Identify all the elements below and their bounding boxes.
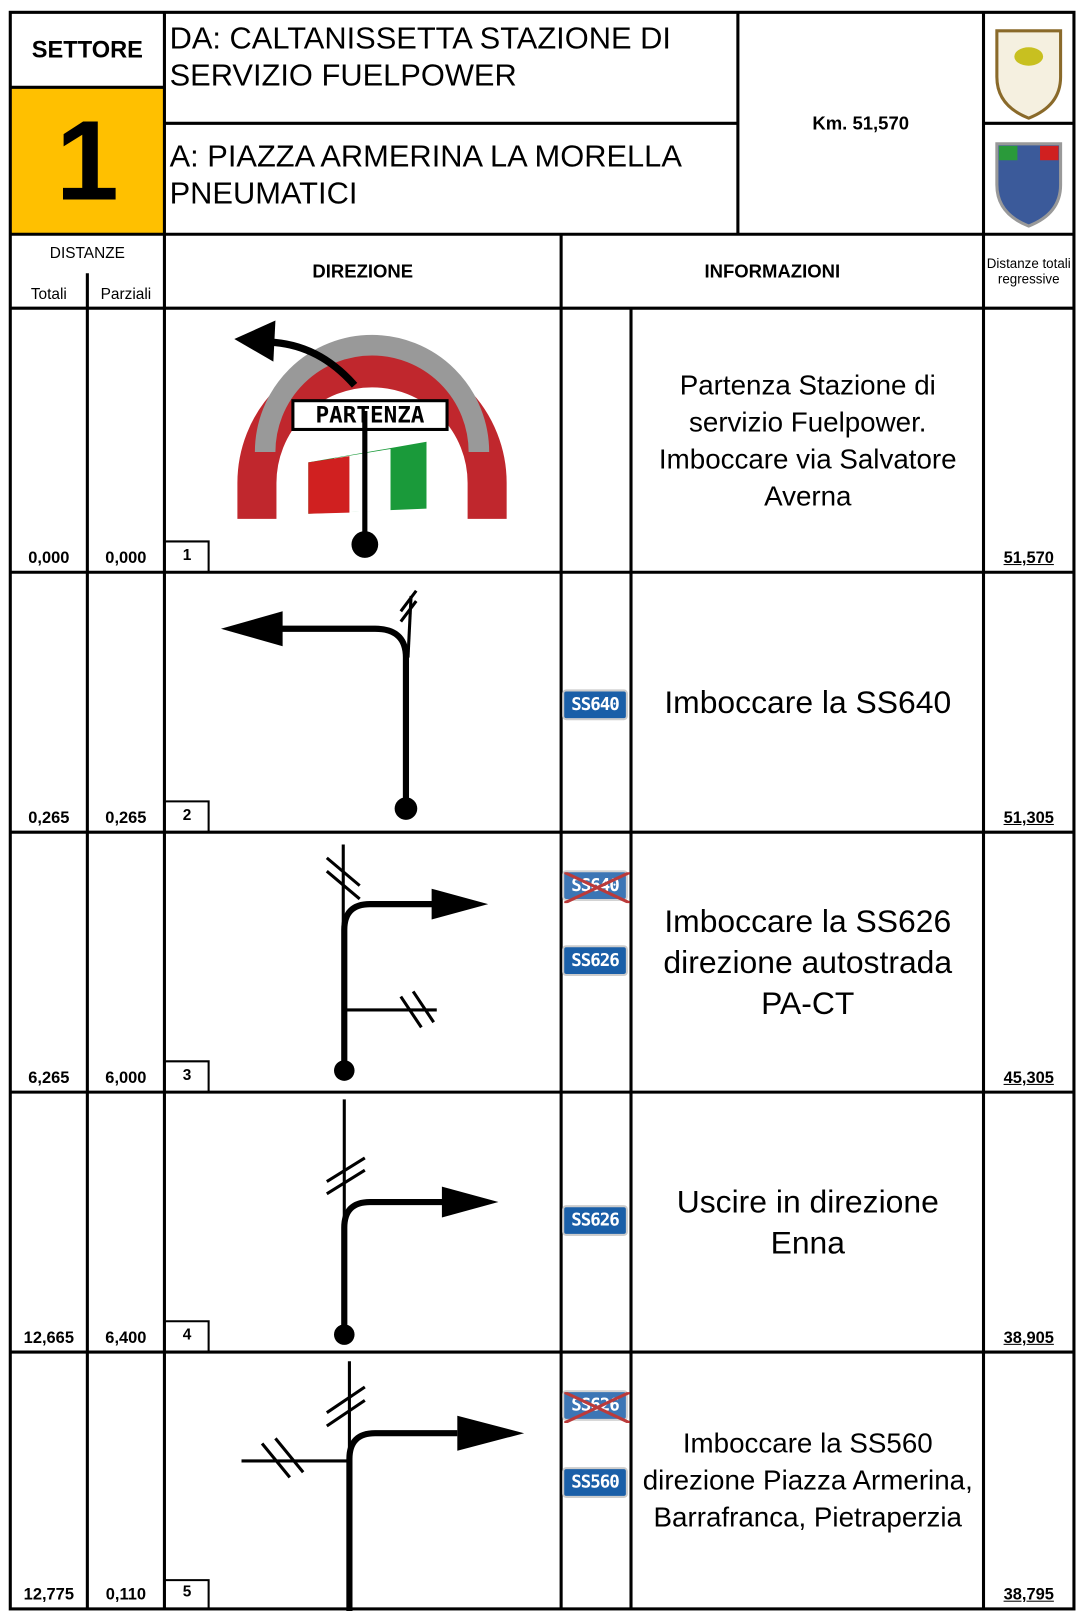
- total-distance: 6,265: [28, 1069, 70, 1087]
- step-number: 1: [182, 546, 192, 564]
- distances-header: DISTANZE: [49, 244, 125, 262]
- regressive-header: Distanze totali regressive: [986, 255, 1071, 287]
- cross-out: [564, 872, 630, 904]
- step-number: 4: [182, 1325, 192, 1344]
- step-number: 2: [182, 805, 192, 824]
- partial-distance: 0,265: [105, 809, 147, 828]
- km: Km. 51,570: [812, 112, 910, 134]
- instruction: Imboccare la SS640: [664, 683, 952, 720]
- step-number: 5: [182, 1582, 192, 1601]
- road-sign: SS560: [562, 1467, 628, 1498]
- partials-header: Parziali: [100, 285, 152, 303]
- road-sign: SS626: [562, 945, 628, 977]
- road-sign: SS640: [562, 870, 630, 904]
- total-distance: 12,665: [23, 1329, 74, 1347]
- logo-club: [995, 29, 1063, 120]
- road-sign: SS626: [562, 1205, 628, 1236]
- direction-diagrams: [241, 589, 458, 1611]
- start-arch: [234, 320, 507, 558]
- partial-distance: 6,400: [105, 1329, 147, 1347]
- sector-number: 1: [55, 97, 119, 224]
- regressive-distance: 38,795: [1003, 1586, 1054, 1604]
- sector-number-bg: [10, 87, 165, 235]
- instruction: Partenza Stazione di servizio Fuelpower.…: [658, 369, 957, 512]
- grid: [8, 10, 1076, 1611]
- from: DA: CALTANISSETTA STAZIONE DI SERVIZIO F…: [169, 21, 671, 93]
- totals-header: Totali: [30, 285, 67, 303]
- road-sign: SS626: [562, 1390, 630, 1423]
- partial-distance: 0,110: [105, 1586, 147, 1604]
- instruction: Imboccare la SS626 direzione autostrada …: [663, 902, 953, 1021]
- to: A: PIAZZA ARMERINA LA MORELLA PNEUMATICI: [169, 139, 681, 211]
- direction-header: DIREZIONE: [312, 260, 414, 281]
- step-number: 3: [182, 1065, 192, 1084]
- cross-out: [564, 1392, 630, 1423]
- partial-distance: 0,000: [105, 549, 147, 568]
- start-banner: PARTENZA: [315, 402, 425, 428]
- instruction: Imboccare la SS560 direzione Piazza Arme…: [642, 1428, 973, 1533]
- arrowheads-dots: [220, 611, 525, 1451]
- total-distance: 12,775: [23, 1586, 74, 1604]
- road-sign: SS640: [562, 689, 628, 721]
- information-header: INFORMAZIONI: [704, 260, 841, 281]
- total-distance: 0,265: [28, 809, 70, 828]
- partial-distance: 6,000: [105, 1069, 147, 1087]
- instruction: Uscire in direzione Enna: [676, 1183, 939, 1261]
- regressive-distance: 51,305: [1003, 809, 1054, 828]
- sector-label: SETTORE: [31, 35, 143, 63]
- regressive-distance: 51,570: [1003, 549, 1054, 568]
- regressive-distance: 38,905: [1003, 1329, 1054, 1347]
- logo-asi: [995, 142, 1063, 228]
- row-number-boxes: [164, 540, 210, 1609]
- regressive-distance: 45,305: [1003, 1069, 1054, 1087]
- total-distance: 0,000: [28, 549, 70, 568]
